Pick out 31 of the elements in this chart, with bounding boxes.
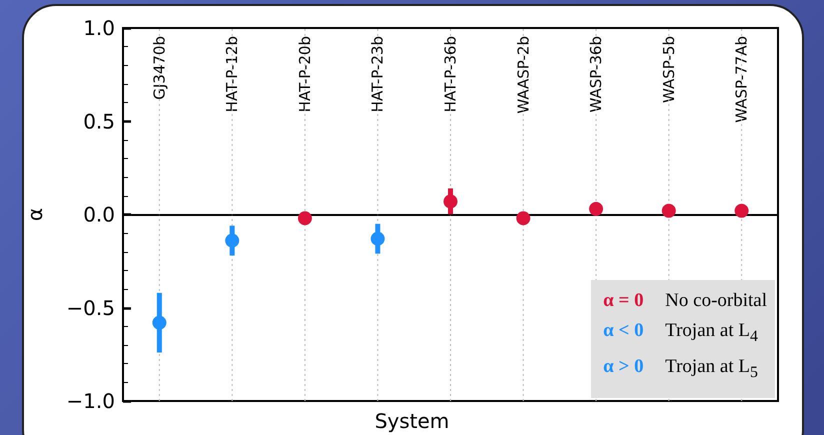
x-tick-label: HAT-P-23b <box>368 36 387 112</box>
point <box>589 202 604 216</box>
point <box>298 211 312 226</box>
x-tick-label: WASP-5b <box>660 36 678 103</box>
y-tick-label: 1.0 <box>83 16 115 40</box>
x-tick-label: HAT-P-20b <box>296 36 314 112</box>
y-tick-label: 0.0 <box>83 202 115 226</box>
x-tick-label: WAASP-2b <box>514 36 532 114</box>
point <box>370 232 385 246</box>
annotation: No co-orbital <box>665 290 767 312</box>
point <box>734 204 749 218</box>
point <box>152 316 166 330</box>
x-tick-label: GJ3470b <box>150 36 168 100</box>
x-tick-label: WASP-36b <box>587 36 606 113</box>
x-tick-label: HAT-P-36b <box>442 36 460 112</box>
point <box>516 211 530 226</box>
x-axis-title: System <box>374 409 450 433</box>
legend-label: α > 0 <box>603 355 645 380</box>
text: α < 0 <box>603 320 644 342</box>
y-axis-title: α <box>23 208 47 222</box>
annotation: Trojan at L$_{5}$ <box>665 356 758 381</box>
x-tick-label: WASP-77Ab <box>732 36 751 123</box>
y-tick-label: −1.0 <box>66 389 115 413</box>
annotation: Trojan at L$_{4}$ <box>665 320 758 346</box>
point <box>444 194 458 208</box>
y-tick-label: −0.5 <box>66 296 115 320</box>
point <box>662 204 676 218</box>
x-tick-label: HAT-P-12b <box>223 36 242 112</box>
point <box>225 234 240 248</box>
y-tick-label: 0.5 <box>83 109 115 134</box>
text: α = 0 <box>603 290 644 312</box>
